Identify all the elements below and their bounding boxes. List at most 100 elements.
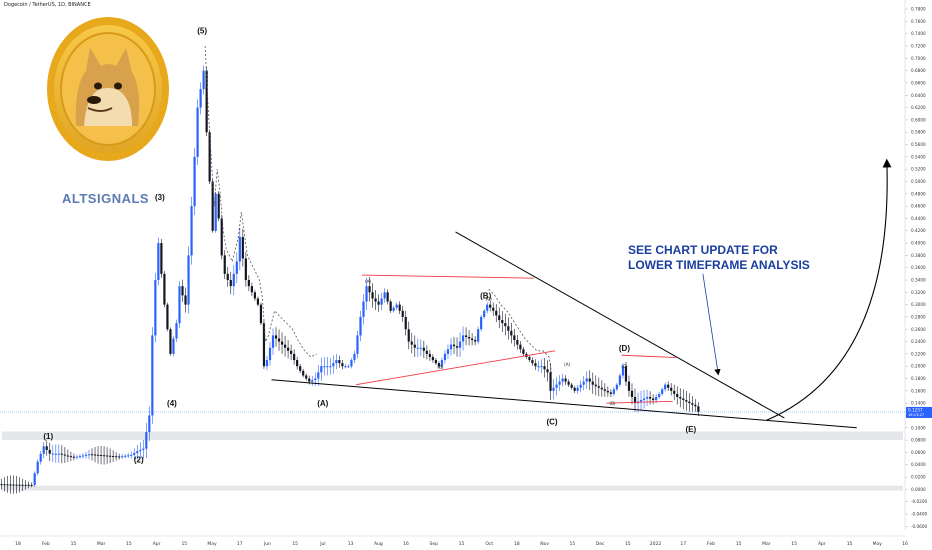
candle-body [422,347,425,351]
candle-body [24,484,27,486]
candle-body [383,292,386,299]
candle-body [124,455,127,457]
candle-body [0,484,3,486]
sub-wave-label: (A) [564,362,570,367]
y-tick-label: 0.7600 [911,19,926,24]
candle-body [133,453,136,455]
candle-body [455,346,459,348]
candle-body [33,473,36,485]
candle-body [199,89,202,108]
sub-wave-label: (B) [609,401,616,406]
candle-body [658,393,661,397]
candle-body [471,338,474,341]
candle-body [350,360,353,367]
candle-body [105,455,109,457]
candle-body [238,236,241,262]
candle-body [72,456,76,458]
candle-body [139,449,142,452]
x-tick-label: Apr [818,541,826,547]
candle-body [480,316,483,330]
candle-body [365,286,368,302]
candle-body [419,347,422,349]
candle-body [265,360,269,367]
support-zone [2,431,903,441]
y-tick-label: 0.6200 [911,105,926,110]
y-tick-label: 0.1000 [911,425,926,430]
x-tick-label: 15 [459,541,465,547]
time-axis[interactable]: 18 Feb 15 Mar 15 Apr 15 May 17 Jun 15 Jul 13 Aug 16 Sep… [0,535,908,547]
y-tick-label: 0.0400 [911,462,926,467]
candle-body [413,344,416,348]
y-tick-label: 0.2200 [911,351,926,356]
y-tick-label: 0.4600 [911,204,926,209]
candle-body [552,387,555,391]
candle-body [81,455,85,457]
brand-name: ALTSIGNALS [62,191,150,206]
y-tick-label: 0.2800 [911,314,926,319]
candle-body [69,456,72,458]
x-tick-label: 15 [181,541,187,547]
y-tick-label: -0.0200 [911,499,927,504]
candle-body [504,323,507,327]
note-pointer-arrow [702,273,721,376]
x-tick-label: Jun [263,541,271,547]
sub-wave-label: (C) [486,296,493,301]
upper-trendline [455,231,785,419]
y-tick-label: 0.3400 [911,278,926,283]
y-tick-label: 0.7800 [911,7,926,12]
candle-body [190,206,193,256]
candle-body [679,396,682,399]
candle-body [449,344,453,350]
candle-body [160,243,163,274]
chart-note-line1: SEE CHART UPDATE FOR [628,243,778,257]
candle-body [645,396,649,399]
y-tick-label: -0.0400 [911,511,927,516]
candle-body [314,378,317,381]
candle-body [320,366,323,373]
x-tick-label: 15 [847,541,853,547]
wave-label: (1) [43,432,53,441]
y-tick-label: 0.2400 [911,339,926,344]
candle-body [461,335,465,342]
y-tick-label: 0.5400 [911,154,926,159]
candle-body [253,292,257,299]
candle-body [492,307,495,311]
candle-body [226,273,229,281]
candle-body [374,298,377,302]
price-axis[interactable]: 0.7800 0.7600 0.7400 0.7200 0.7000 0.6800 0.66… [0,0,932,530]
candle-body [362,301,365,317]
candle-body [443,353,447,361]
candle-body [691,403,694,405]
candle-body [151,335,154,416]
candle-body [676,393,679,397]
x-tick-label: Sep [430,541,439,547]
candle-body [244,258,247,281]
candle-body [27,484,30,486]
candle-body [594,384,597,387]
candle-body [262,323,266,367]
candle-body [78,456,82,458]
candle-body [115,456,118,458]
candle-body [682,398,685,401]
candle-body [437,363,441,367]
candle-body [163,273,166,305]
candle-body [271,335,275,348]
candle-body [688,401,691,404]
candle-body [555,384,558,388]
candle-body [664,384,667,390]
candle-body [30,484,33,486]
y-tick-label: 0.2000 [911,364,926,369]
candle-body [3,484,6,486]
candle-body [612,389,615,394]
candle-body [685,400,688,402]
candle-body [353,353,356,361]
candle-body [639,400,643,402]
candle-body [290,350,293,354]
candle-body [633,396,637,404]
candle-body [573,387,576,391]
candle-body [630,390,634,397]
candle-body [452,344,456,347]
candle-body [673,390,676,394]
wave-label: (4) [167,399,177,408]
